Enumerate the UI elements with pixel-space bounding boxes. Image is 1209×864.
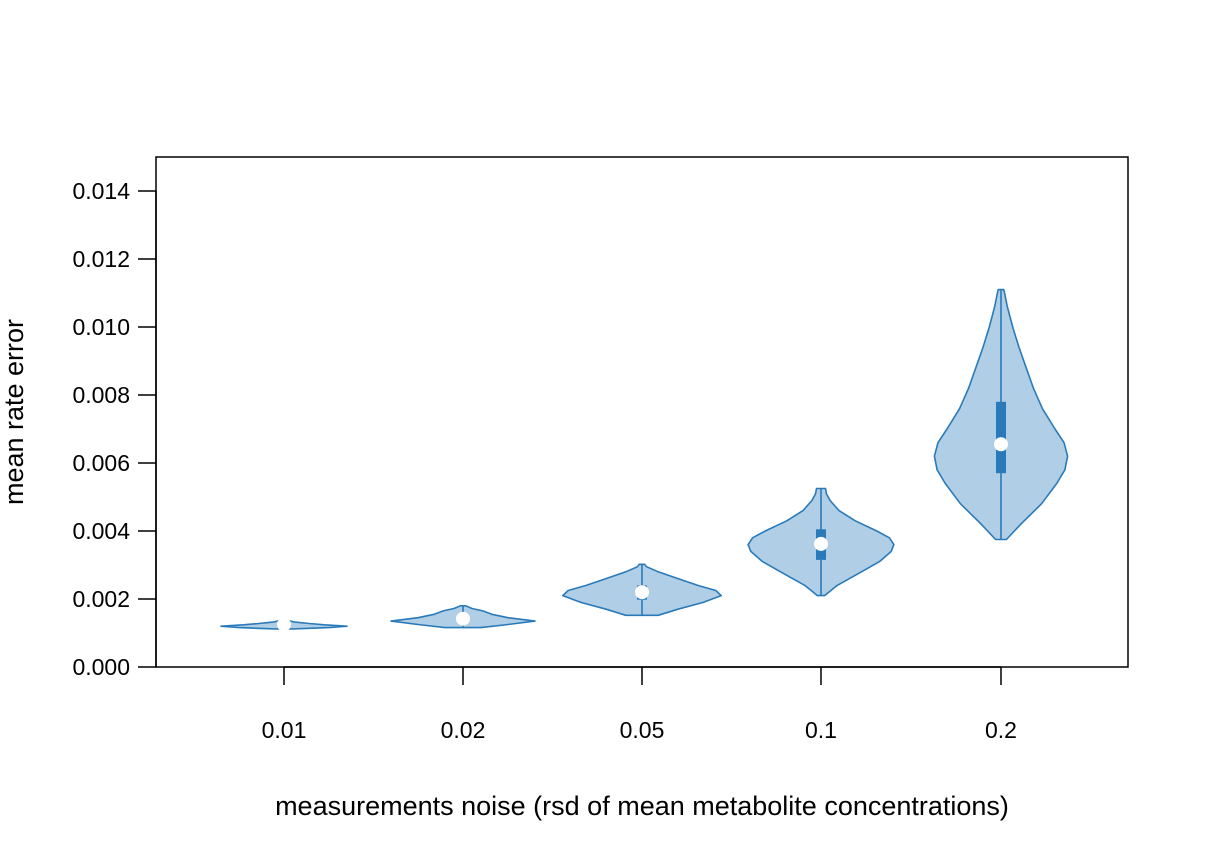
violin-median (814, 536, 828, 551)
x-tick-label: 0.02 (441, 717, 486, 743)
violin-median (277, 617, 291, 632)
violin-median (635, 585, 649, 600)
y-tick-label: 0.006 (72, 450, 130, 476)
y-tick-label: 0.008 (72, 382, 130, 408)
x-tick-label: 0.1 (805, 717, 837, 743)
y-axis-title: mean rate error (0, 319, 29, 505)
violin-median (456, 611, 470, 626)
y-tick-label: 0.012 (72, 246, 130, 272)
x-tick-label: 0.05 (620, 717, 665, 743)
y-tick-label: 0.010 (72, 314, 130, 340)
x-axis-title: measurements noise (rsd of mean metaboli… (275, 791, 1009, 821)
violin-median (994, 437, 1008, 452)
x-axis: 0.01 0.02 0.05 0.1 0.2 (262, 666, 1017, 743)
y-tick-label: 0.002 (72, 586, 130, 612)
x-tick-label: 0.01 (262, 717, 307, 743)
y-tick-label: 0.014 (72, 178, 130, 204)
x-tick-label: 0.2 (985, 717, 1017, 743)
y-axis: 0.000 0.002 0.004 0.006 0.008 0.010 0.012 0.014 (72, 178, 157, 680)
y-tick-label: 0.000 (72, 654, 130, 680)
y-tick-label: 0.004 (72, 518, 130, 544)
violins (220, 288, 1069, 632)
